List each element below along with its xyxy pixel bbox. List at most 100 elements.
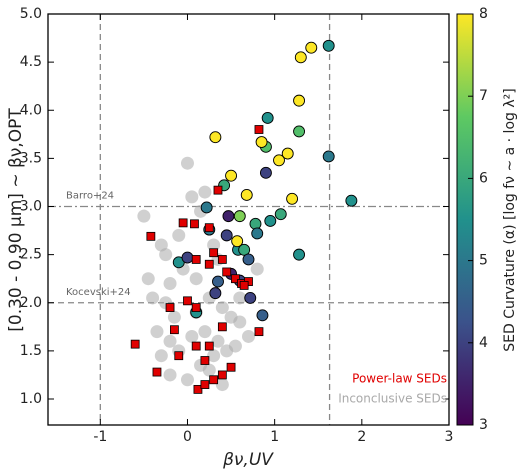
point [259,166,272,179]
x-tick-label: 1 [270,429,279,445]
point [180,156,194,170]
point [233,210,246,223]
point [137,209,151,223]
y-tick-label: 2.0 [20,295,42,311]
point [264,214,277,227]
point [233,315,247,329]
colorbar-tick-label: 3 [479,417,488,433]
colorbar-tick-label: 8 [479,6,488,22]
point [163,368,177,382]
point [225,169,238,182]
point [345,194,358,207]
point [251,227,264,240]
point [191,303,201,312]
point [200,201,213,214]
x-tick-label: 3 [445,429,454,445]
point [200,380,210,389]
point [322,39,335,52]
point [200,356,210,365]
point [222,210,235,223]
point [240,189,253,201]
point [159,248,173,262]
y-tick-label: 5.0 [20,6,42,22]
point [198,185,212,199]
reference-label: Kocevski+24 [66,287,131,298]
point [163,334,177,348]
point [249,217,262,230]
point [228,339,242,353]
point [293,248,306,261]
y-tick-label: 1.5 [20,343,42,359]
point [167,310,181,324]
point [189,272,203,286]
point [185,329,199,343]
point [185,190,199,204]
colorbar-tick-label: 6 [479,170,488,186]
point [217,370,227,380]
point [256,309,269,322]
point [204,341,214,351]
point [204,259,214,269]
point [174,351,184,361]
point [226,362,236,372]
point [233,291,247,305]
point [254,125,264,134]
point [146,291,160,305]
point [191,255,201,264]
point [322,150,335,163]
point [261,112,274,124]
point [150,325,164,339]
point [141,272,155,286]
y-tick-label: 4.5 [20,54,42,70]
point [190,219,199,229]
point [146,231,156,241]
reference-label: Barro+24 [66,191,114,202]
point [222,267,232,277]
point [170,325,179,335]
x-axis-label: βν,UV [222,450,274,470]
point [163,277,177,291]
point [213,185,223,195]
point [239,281,249,290]
y-axis-label: [0.30 - 0.90 μm] ~ βν,OPT [6,108,26,332]
point [255,136,268,148]
point [231,235,244,248]
point [198,325,212,339]
point [274,208,287,221]
point [204,223,214,233]
y-tick-label: 1.0 [20,391,42,407]
point [152,367,162,377]
point [209,248,219,258]
point [254,327,264,337]
point [273,154,285,167]
point [193,384,203,394]
x-tick-label: 0 [183,429,192,445]
point [154,349,168,363]
point [244,291,257,304]
point [172,228,186,242]
point [209,131,222,144]
point [281,147,294,160]
point [242,329,255,343]
point [215,301,229,315]
point [294,51,307,64]
point [286,192,299,205]
point [238,243,251,256]
point [178,218,188,228]
point [217,255,227,264]
x-tick-label: -1 [93,429,107,445]
point [242,253,255,266]
point [209,287,222,300]
point [181,251,194,264]
point [231,274,240,284]
point [207,238,221,252]
y-tick-label: 4.0 [20,102,42,118]
point [130,339,140,349]
point [293,125,306,138]
point [180,373,194,387]
legend-label: Power-law SEDs [352,372,447,386]
axes-frame [47,13,450,426]
colorbar-tick-label: 7 [479,88,488,104]
point [212,275,224,288]
